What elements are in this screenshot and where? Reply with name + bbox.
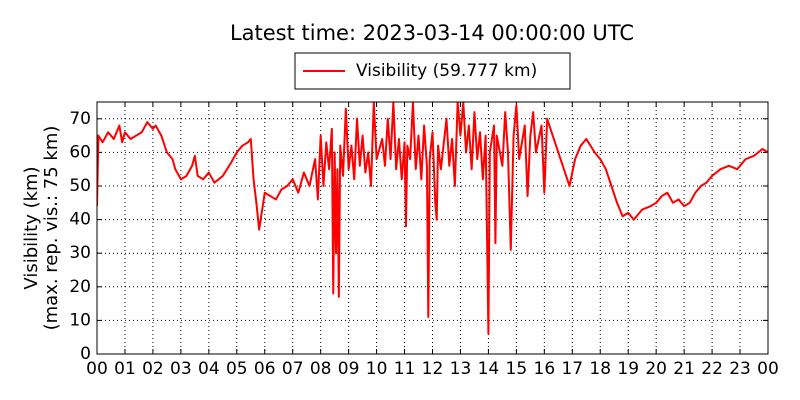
y-tick-label: 30 [69, 243, 91, 263]
y-tick-label: 40 [69, 210, 91, 230]
chart-title: Latest time: 2023-03-14 00:00:00 UTC [230, 21, 634, 45]
data-line [97, 102, 768, 335]
y-tick-label: 20 [69, 277, 91, 297]
x-tick-label: 07 [282, 359, 304, 379]
x-tick-label: 10 [366, 359, 388, 379]
y-axis-label: (max. rep. vis.: 75 km) [41, 126, 62, 331]
x-tick-label: 18 [589, 359, 611, 379]
x-tick-label: 00 [757, 359, 779, 379]
x-tick-label: 12 [422, 359, 444, 379]
x-tick-label: 09 [338, 359, 360, 379]
x-tick-label: 14 [478, 359, 500, 379]
y-tick-label: 70 [69, 109, 91, 129]
x-tick-label: 15 [506, 359, 528, 379]
x-tick-label: 03 [170, 359, 192, 379]
x-tick-label: 02 [142, 359, 164, 379]
x-tick-label: 17 [561, 359, 583, 379]
x-tick-label: 21 [673, 359, 695, 379]
x-tick-label: 22 [701, 359, 723, 379]
x-tick-label: 20 [645, 359, 667, 379]
plot-frame [96, 101, 769, 355]
legend-label: Visibility (59.777 km) [356, 61, 537, 81]
x-tick-label: 08 [310, 359, 332, 379]
x-tick-label: 01 [114, 359, 136, 379]
x-tick-label: 19 [617, 359, 639, 379]
x-tick-label: 11 [394, 359, 416, 379]
x-tick-label: 04 [198, 359, 220, 379]
y-tick-label: 50 [69, 176, 91, 196]
x-tick-label: 16 [534, 359, 556, 379]
x-tick-label: 05 [226, 359, 248, 379]
x-tick-label: 13 [450, 359, 472, 379]
x-tick-label: 23 [729, 359, 751, 379]
y-tick-label: 0 [80, 344, 91, 364]
y-tick-label: 10 [69, 310, 91, 330]
y-tick-label: 60 [69, 142, 91, 162]
x-tick-label: 00 [86, 359, 108, 379]
x-tick-label: 06 [254, 359, 276, 379]
y-axis-label: Visibility (km) [21, 166, 42, 289]
